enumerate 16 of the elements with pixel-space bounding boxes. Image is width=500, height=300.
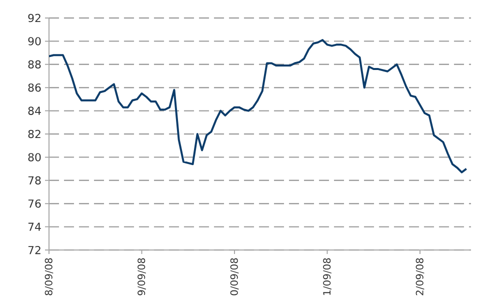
y-tick-label: 88 <box>28 60 41 69</box>
y-tick-label: 92 <box>28 14 40 22</box>
y-tick-label: 84 <box>28 106 41 115</box>
y-tick-label: 72 <box>28 246 40 254</box>
y-tick-label: 86 <box>28 83 41 92</box>
x-tick-label: 2/09/08 <box>416 258 424 296</box>
y-tick-label: 76 <box>28 199 41 208</box>
y-tick-label: 82 <box>28 130 40 138</box>
y-tick-label: 74 <box>28 222 41 231</box>
x-tick-label: 0/09/08 <box>230 258 239 296</box>
y-tick-label: 80 <box>28 153 41 162</box>
x-tick-label: 9/09/08 <box>138 258 146 296</box>
y-tick-label: 90 <box>28 37 41 46</box>
x-tick-label: 1/09/08 <box>323 258 332 295</box>
x-tick-label: 8/09/08 <box>44 258 54 296</box>
y-tick-label: 78 <box>28 176 41 185</box>
